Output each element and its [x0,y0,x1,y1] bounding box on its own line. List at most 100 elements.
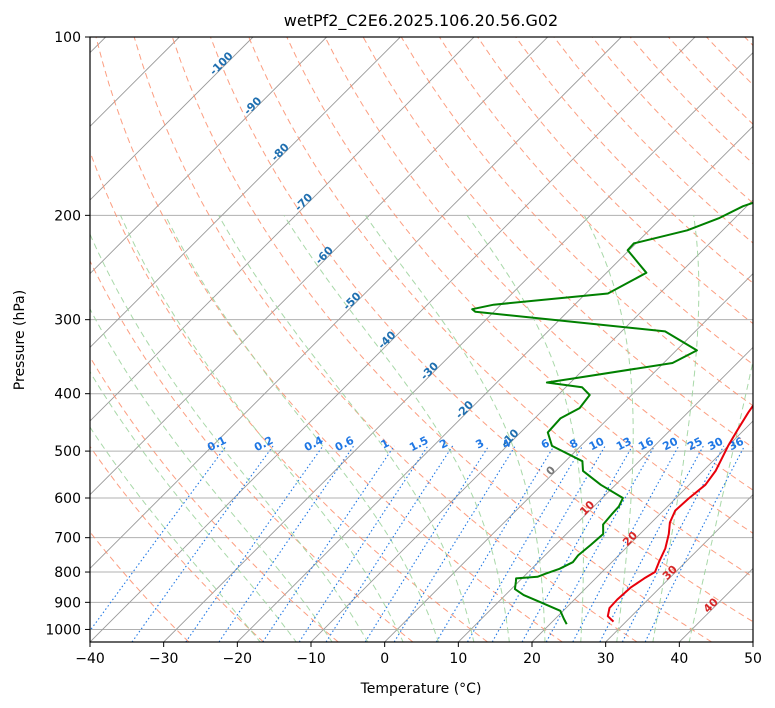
isotherm-line [90,37,622,569]
chart-title: wetPf2_C2E6.2025.106.20.56.G02 [284,11,558,31]
background-lines [90,37,753,642]
mixing-ratio-line [218,445,355,642]
dry-adiabat-line [133,37,638,642]
dry-adiabat-line [668,37,753,125]
y-tick-label: 1000 [45,622,81,638]
mixing-ratio-line [185,445,324,642]
isotherm-label: -50 [340,289,363,312]
dry-adiabat-line [324,37,753,491]
moist-adiabat-line [90,232,369,642]
x-tick-label: 50 [744,651,762,667]
x-tick-label: 10 [449,651,467,667]
moist-adiabat-line [164,215,440,642]
dry-adiabat-line [90,259,414,642]
dry-adiabat-line [248,37,753,578]
mixing-ratio-line [621,445,725,642]
plot-frame [89,36,754,643]
dry-adiabat-line [744,37,753,47]
isotherm-label: -10 [498,426,521,449]
x-tick-label: −40 [75,651,105,667]
y-tick-label: 600 [54,491,81,507]
y-tick-label: 200 [54,208,81,224]
isotherm-line [90,37,548,496]
moist-adiabat-line [466,215,584,642]
y-tick-label: 700 [54,531,81,547]
y-tick-label: 400 [54,387,81,403]
isotherm-label: 30 [660,563,680,583]
moist-adiabat-line [283,215,510,642]
isotherm-line [90,37,254,201]
mixing-ratio-line [131,445,274,642]
dry-adiabat-line [90,356,339,642]
y-tick-label: 300 [54,313,81,329]
dry-adiabat-line [95,37,563,642]
moist-adiabat-line [364,215,546,642]
mixing-ratio-line [599,445,704,642]
mixing-ratio-line [298,445,429,642]
mixing-ratio-line [467,445,584,642]
isotherm-label: -100 [207,49,236,78]
mixing-ratio-label: 3 [473,436,486,451]
mixing-ratio-label: 1 [379,436,392,451]
dry-adiabat-line [210,37,753,623]
dry-adiabat-line [171,37,712,642]
moist-adiabat-line [90,426,261,642]
mixing-ratio-label: 13 [614,435,634,454]
mixing-ratio-line [521,445,633,642]
axis-ticks: −40 −30 −20 −10 0 10 20 30 40 50 100 200 300 400 500 60… [45,30,762,667]
isotherm-label: -20 [453,398,476,421]
isotherm-line [679,567,753,642]
dry-adiabat-line [706,37,753,86]
isotherm-line [90,37,475,422]
moist-adiabat-line [583,215,634,642]
moist-adiabat-line [90,308,333,642]
x-tick-label: 30 [597,651,615,667]
mixing-ratio-label: 30 [706,435,726,454]
mixing-ratio-line [364,445,490,642]
mixing-ratio-label: 8 [567,436,580,451]
isotherm-line [605,494,753,642]
mixing-ratio-line [90,445,227,632]
dry-adiabat-line [591,37,753,204]
isotherm-label: -30 [418,359,441,382]
isotherm-line [458,346,753,642]
isotherm-line [752,641,753,642]
y-tick-label: 500 [54,444,81,460]
y-tick-label: 800 [54,565,81,581]
mixing-ratio-label: 16 [636,435,656,454]
y-tick-label: 100 [54,30,81,46]
isotherm-line [163,52,753,642]
isotherm-line [384,273,753,642]
dry-adiabat-line [90,445,264,642]
x-tick-label: −10 [296,651,326,667]
isotherm-line [237,125,753,642]
dry-adiabat-line [90,531,190,642]
mixing-ratio-line [545,445,656,642]
dewpoint-profile-line [471,201,753,625]
isotherm-label: -90 [241,94,264,117]
x-tick-label: −20 [223,651,253,667]
x-tick-label: 20 [523,651,541,667]
dry-adiabat-line [90,150,488,642]
x-tick-label: −30 [149,651,179,667]
isotherm-line [90,37,401,348]
moist-adiabat-line [90,370,297,642]
isotherm-label: 10 [577,498,597,518]
dry-adiabat-line [286,37,753,534]
isotherm-label: -80 [269,140,292,163]
dry-adiabat-line [515,37,753,284]
mixing-ratio-line [393,445,516,642]
isotherm-label: -70 [292,190,315,213]
x-tick-label: 40 [670,651,688,667]
y-tick-label: 900 [54,595,81,611]
mixing-ratio-line [325,445,454,642]
isotherm-label: -40 [375,328,398,351]
isotherm-line [531,420,753,642]
mixing-ratio-line [435,445,555,642]
y-axis-label: Pressure (hPa) [12,290,28,390]
moist-adiabat-line [120,215,404,642]
isotherm-label: 40 [701,595,721,615]
x-axis-label: Temperature (°C) [360,681,482,697]
